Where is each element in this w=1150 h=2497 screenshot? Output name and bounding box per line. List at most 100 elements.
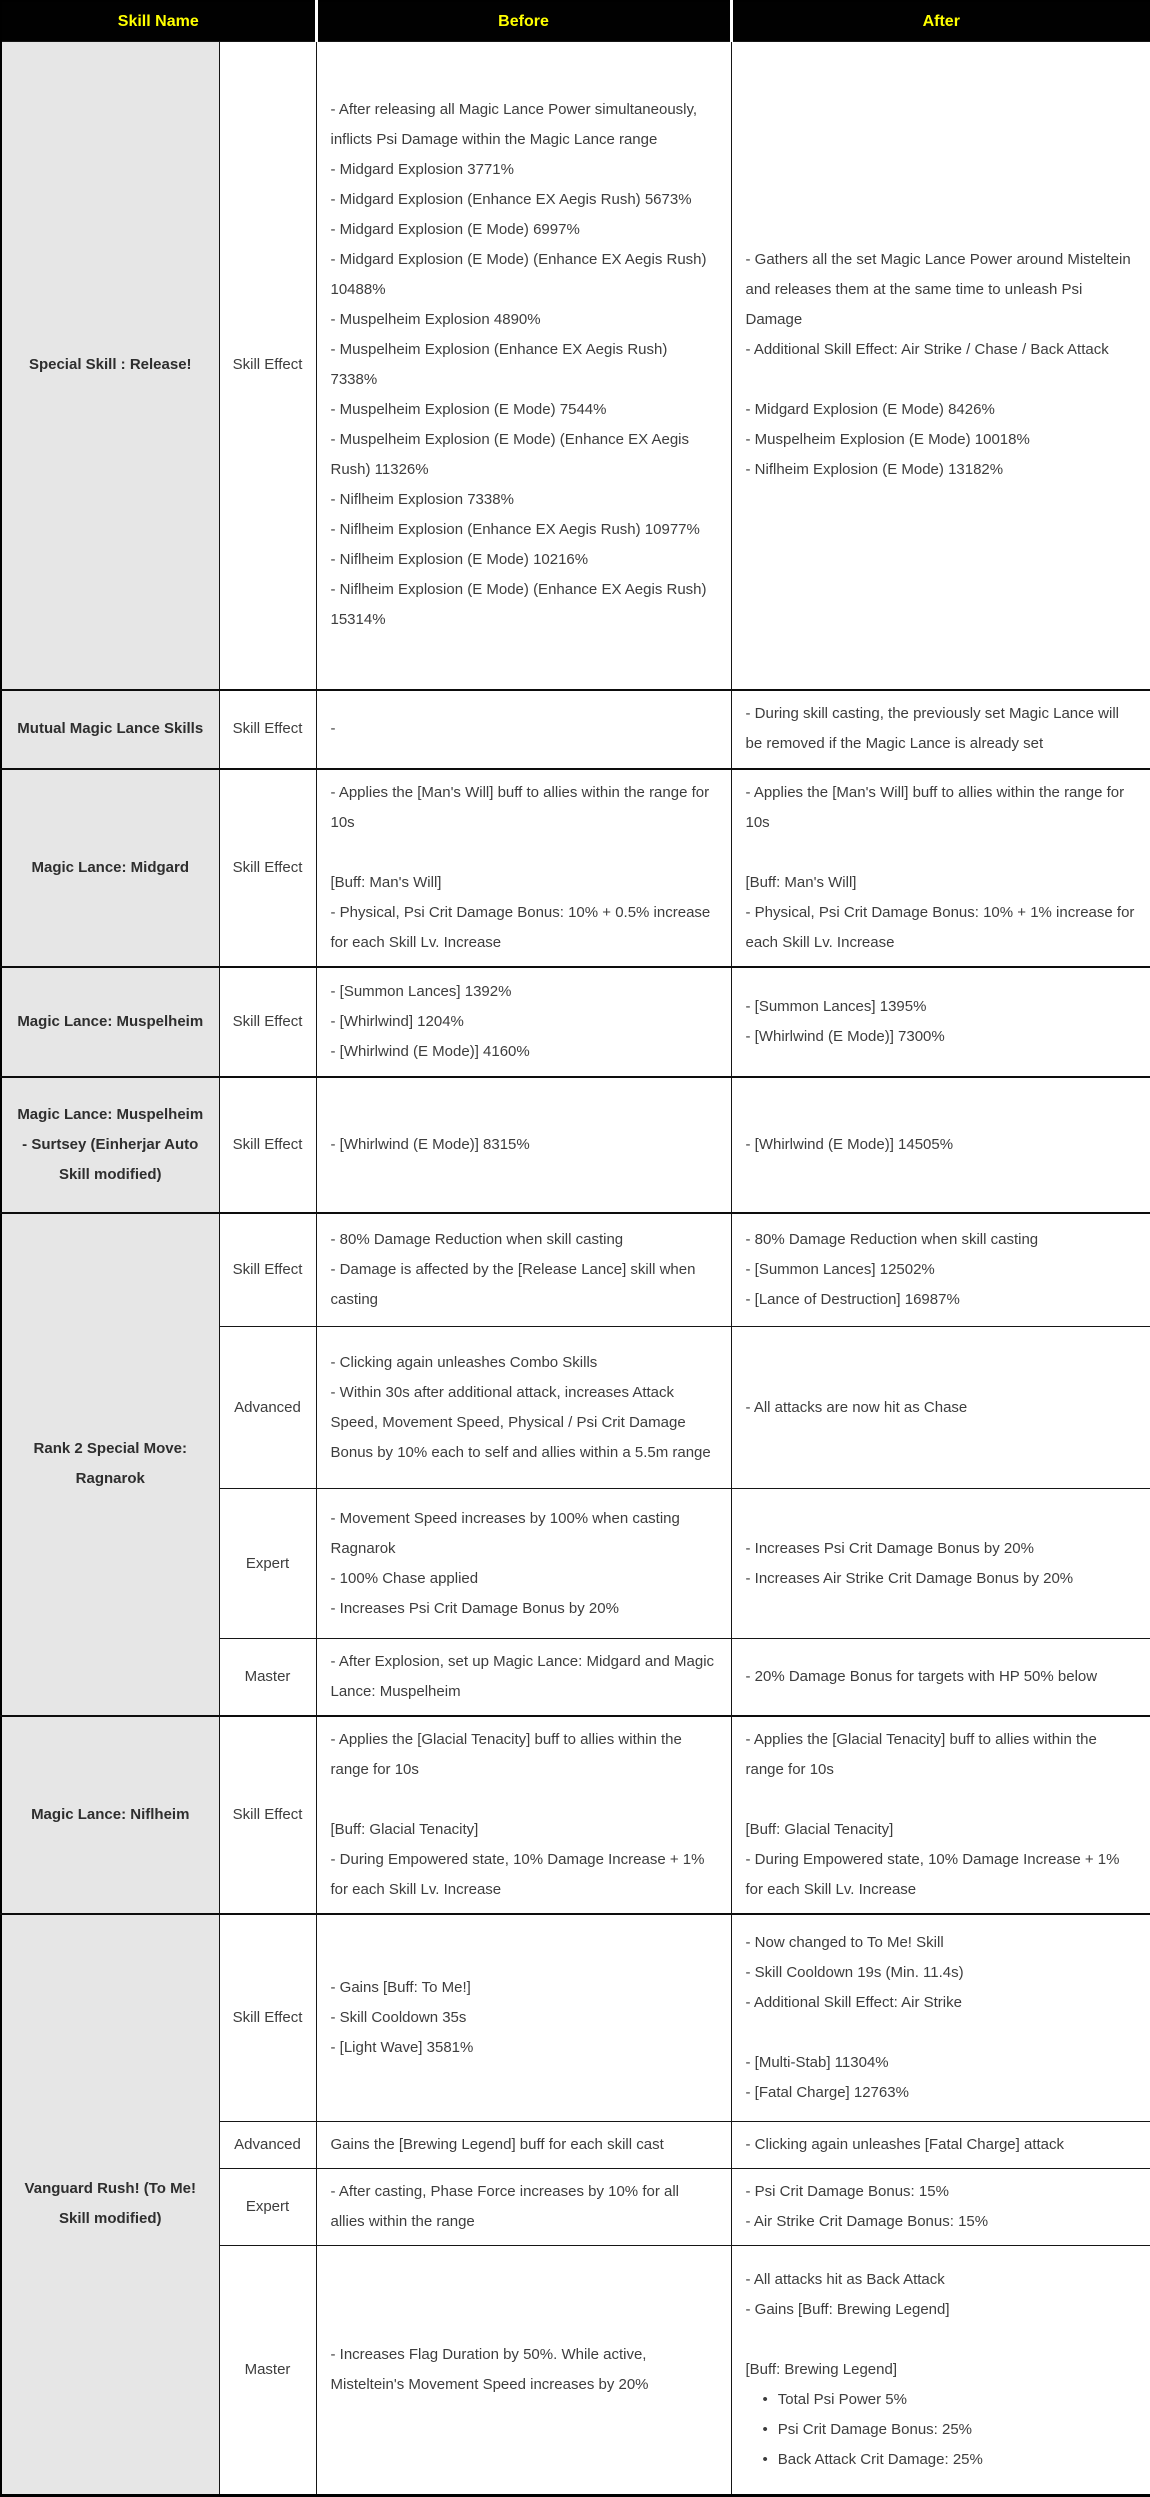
cell-line: - Gains [Buff: Brewing Legend] [745,2300,950,2318]
skill-tier-cell: Expert [218,1488,317,1639]
cell-line: - [330,720,336,737]
skill-name-cell: Magic Lance: Midgard [0,767,220,967]
table-row: Master - After Explosion, set up Magic L… [1,1638,1150,1717]
cell-line: - Now changed to To Me! Skill [745,1933,944,1951]
cell-line: - Damage is affected by the [Release Lan… [330,1260,696,1308]
cell-line: - [Light Wave] 3581% [330,2038,474,2056]
before-text: - Increases Flag Duration by 50%. While … [331,2340,717,2400]
after-cell: - During skill casting, the previously s… [730,688,1150,769]
table-row: Rank 2 Special Move: Ragnarok Skill Effe… [0,1211,1150,1717]
skill-tier-cell: Advanced [218,2120,317,2169]
before-text: - [Whirlwind (E Mode)] 8315% [331,1130,717,1160]
cell-line: - Niflheim Explosion (E Mode) (Enhance E… [330,581,707,629]
cell-line: - Midgard Explosion (E Mode) 6997% [330,221,580,239]
cell-line: - [Summon Lances] 1392% [330,982,512,1000]
cell-line: - Physical, Psi Crit Damage Bonus: 10% +… [745,903,1135,951]
before-cell: - Movement Speed increases by 100% when … [315,1488,732,1639]
cell-line: - Muspelheim Explosion (E Mode) 7544% [330,401,607,419]
table-row: Expert - After casting, Phase Force incr… [1,2167,1150,2246]
cell-line: - 80% Damage Reduction when skill castin… [330,1230,624,1248]
skill-tier-cell: Skill Effect [218,1211,317,1327]
cell-line: - Applies the [Man's Will] buff to allie… [330,783,710,831]
after-text: - Clicking again unleashes [Fatal Charge… [746,2130,1137,2160]
after-cell: - Gathers all the set Magic Lance Power … [730,41,1150,690]
table-row: Special Skill : Release! Skill Effect - … [0,41,1150,690]
column-header-after: After [729,1,1150,42]
cell-line: - During Empowered state, 10% Damage Inc… [330,1851,705,1898]
table-row: Magic Lance: Niflheim Skill Effect - App… [0,1715,1150,1915]
after-text: - Gathers all the set Magic Lance Power … [746,245,1137,485]
table-row: Mutual Magic Lance Skills Skill Effect -… [0,688,1150,769]
after-text: - [Summon Lances] 1395% - [Whirlwind (E M… [746,992,1137,1052]
before-cell: - Clicking again unleashes Combo Skills -… [315,1326,732,1489]
before-text: - Clicking again unleashes Combo Skills -… [331,1348,717,1468]
table-row: Expert - Movement Speed increases by 100… [1,1488,1150,1639]
skill-tier-cell: Skill Effect [218,41,317,690]
cell-line: - Muspelheim Explosion (E Mode) 10018% [745,431,1030,449]
skill-name-cell: Mutual Magic Lance Skills [0,688,220,769]
before-text: - After Explosion, set up Magic Lance: M… [331,1647,717,1707]
before-text: - Applies the [Glacial Tenacity] buff to… [331,1725,717,1905]
skill-tier-cell: Skill Effect [218,688,317,769]
cell-line: - Skill Cooldown 35s [330,2008,467,2026]
cell-line: Total Psi Power 5% [746,2385,1137,2415]
cell-line [331,1785,717,1815]
after-text: - Increases Psi Crit Damage Bonus by 20%… [746,1534,1137,1594]
after-text: - All attacks are now hit as Chase [746,1393,1137,1423]
before-cell: - Gains [Buff: To Me!] - Skill Cooldown 3… [315,1913,732,2122]
after-text: - Applies the [Glacial Tenacity] buff to… [746,1725,1137,1905]
cell-line: - [Summon Lances] 12502% [745,1260,935,1278]
cell-line [746,2325,1137,2355]
cell-line: Back Attack Crit Damage: 25% [746,2445,1137,2475]
after-cell: - [Whirlwind (E Mode)] 14505% [730,1075,1150,1213]
table-row: Magic Lance: Midgard Skill Effect - Appl… [0,767,1150,967]
cell-line: [Buff: Man's Will] [745,873,857,891]
after-text: - During skill casting, the previously s… [746,699,1137,759]
cell-line: - Niflheim Explosion 7338% [330,491,514,509]
before-cell: - After casting, Phase Force increases b… [315,2167,732,2246]
cell-line: - [Whirlwind (E Mode)] 7300% [745,1027,945,1045]
cell-line: - Midgard Explosion 3771% [330,161,514,179]
cell-line [331,838,717,868]
cell-line: - Additional Skill Effect: Air Strike / … [745,341,1109,359]
before-cell: - Applies the [Man's Will] buff to allie… [315,767,732,967]
after-cell: - All attacks hit as Back Attack - Gains … [730,2244,1150,2496]
cell-line: - [Whirlwind] 1204% [330,1012,464,1030]
cell-line: - Air Strike Crit Damage Bonus: 15% [745,2212,989,2230]
before-cell: - 80% Damage Reduction when skill castin… [315,1211,732,1327]
table-row: Vanguard Rush! (To Me! Skill modified) S… [0,1913,1150,2496]
cell-line: - Clicking again unleashes Combo Skills [330,1353,598,1371]
cell-line: - All attacks hit as Back Attack [745,2270,945,2288]
skill-tier-cell: Expert [218,2167,317,2246]
cell-line: Gains the [Brewing Legend] buff for each… [330,2135,664,2153]
table-row: Magic Lance: Muspelheim - Surtsey (Einhe… [0,1075,1150,1213]
cell-line: - [Whirlwind (E Mode)] 14505% [745,1135,954,1153]
cell-line: - Niflheim Explosion (E Mode) 13182% [745,461,1004,479]
cell-line: - Muspelheim Explosion (Enhance EX Aegis… [330,341,668,389]
after-text: - Psi Crit Damage Bonus: 15% - Air Strike… [746,2177,1137,2237]
after-cell: - Clicking again unleashes [Fatal Charge… [730,2120,1150,2169]
before-cell: - [Summon Lances] 1392% - [Whirlwind] 120… [315,965,732,1077]
table-row: Master - Increases Flag Duration by 50%.… [1,2244,1150,2496]
after-text: - 80% Damage Reduction when skill castin… [746,1225,1137,1315]
cell-line: - After Explosion, set up Magic Lance: M… [330,1653,715,1700]
after-text: - All attacks hit as Back Attack - Gains … [746,2265,1137,2475]
skill-name-cell: Special Skill : Release! [0,41,220,690]
cell-line: - Niflheim Explosion (Enhance EX Aegis R… [330,521,700,539]
cell-line: - Psi Crit Damage Bonus: 15% [745,2182,949,2200]
skill-tier-cell: Master [218,1638,317,1717]
before-cell: - After releasing all Magic Lance Power … [315,41,732,690]
cell-line: - During Empowered state, 10% Damage Inc… [745,1851,1120,1898]
after-cell: - Increases Psi Crit Damage Bonus by 20%… [730,1488,1150,1639]
skill-name-cell: Magic Lance: Niflheim [0,1715,220,1915]
cell-line: - Muspelheim Explosion (E Mode) (Enhance… [330,431,690,479]
before-cell: - Increases Flag Duration by 50%. While … [315,2244,732,2496]
before-text: - 80% Damage Reduction when skill castin… [331,1225,717,1315]
after-text: - Now changed to To Me! Skill - Skill Coo… [746,1928,1137,2108]
before-text: - [331,714,717,744]
cell-line: - 20% Damage Bonus for targets with HP 5… [745,1668,1098,1685]
after-text: - [Whirlwind (E Mode)] 14505% [746,1130,1137,1160]
after-cell: - All attacks are now hit as Chase [730,1326,1150,1489]
cell-line: - Increases Flag Duration by 50%. While … [330,2345,649,2393]
